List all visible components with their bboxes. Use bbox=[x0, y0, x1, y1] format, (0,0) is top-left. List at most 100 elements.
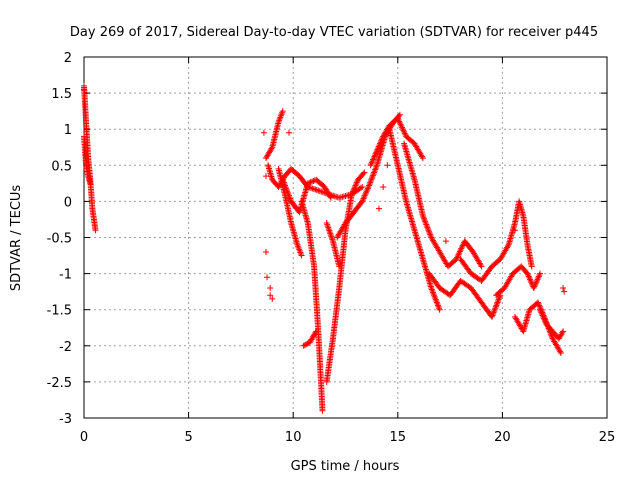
data-point bbox=[376, 142, 383, 149]
data-point bbox=[534, 276, 541, 283]
data-point bbox=[490, 309, 497, 316]
data-point bbox=[304, 180, 311, 187]
data-point bbox=[436, 306, 443, 313]
data-point bbox=[538, 309, 545, 316]
data-point bbox=[287, 196, 294, 203]
data-point bbox=[281, 181, 288, 188]
data-point bbox=[536, 272, 543, 279]
data-point bbox=[561, 288, 568, 295]
data-point bbox=[434, 300, 441, 307]
data-point bbox=[268, 145, 275, 152]
data-point bbox=[359, 198, 366, 205]
data-point bbox=[427, 233, 434, 240]
data-point bbox=[432, 296, 439, 303]
data-point bbox=[378, 137, 385, 144]
y-tick-label: -1.5 bbox=[47, 304, 72, 319]
data-point bbox=[366, 182, 373, 189]
data-point bbox=[424, 224, 431, 231]
data-point bbox=[488, 313, 495, 320]
data-point bbox=[430, 290, 437, 297]
data-point bbox=[372, 150, 379, 157]
data-point bbox=[309, 178, 316, 185]
data-point bbox=[420, 214, 427, 221]
data-point bbox=[361, 169, 368, 176]
data-point bbox=[540, 313, 547, 320]
data-point bbox=[352, 182, 359, 189]
data-point bbox=[492, 303, 499, 310]
data-point bbox=[319, 407, 326, 414]
data-point bbox=[372, 166, 379, 173]
data-point bbox=[548, 332, 555, 339]
x-axis-label: GPS time / hours bbox=[291, 459, 400, 474]
data-point bbox=[369, 157, 376, 164]
data-point bbox=[313, 187, 320, 194]
data-point bbox=[286, 129, 293, 136]
y-tick-label: -2.5 bbox=[47, 376, 72, 391]
data-point bbox=[435, 303, 442, 310]
data-point bbox=[350, 188, 357, 195]
data-point bbox=[372, 165, 379, 172]
data-point bbox=[422, 218, 429, 225]
data-point bbox=[285, 191, 292, 198]
data-point bbox=[377, 139, 384, 146]
data-point bbox=[368, 175, 375, 182]
data-point bbox=[283, 185, 290, 192]
data-point bbox=[301, 342, 308, 349]
data-point bbox=[279, 176, 286, 183]
y-tick-label: 2 bbox=[64, 51, 72, 66]
data-point bbox=[542, 318, 549, 325]
x-tick-label: 20 bbox=[494, 430, 511, 445]
data-point bbox=[367, 178, 374, 185]
y-axis: -3 -2.5 -2 -1.5 -1 -0.5 0 0.5 1 1.5 2 bbox=[47, 51, 607, 427]
data-point bbox=[436, 305, 443, 312]
data-point bbox=[384, 162, 391, 169]
data-point bbox=[284, 188, 291, 195]
data-point bbox=[375, 143, 382, 150]
data-point bbox=[426, 230, 433, 237]
data-point bbox=[87, 180, 94, 187]
data-point bbox=[324, 223, 331, 230]
y-tick-label: -2 bbox=[59, 340, 72, 355]
y-tick-label: 1 bbox=[64, 123, 72, 138]
data-point bbox=[537, 306, 544, 313]
plot-area bbox=[81, 82, 568, 414]
data-point bbox=[310, 186, 317, 193]
data-point bbox=[489, 312, 496, 319]
data-point bbox=[557, 350, 564, 357]
y-tick-label: -0.5 bbox=[47, 232, 72, 247]
data-point bbox=[527, 276, 534, 283]
data-point bbox=[373, 163, 380, 170]
x-tick-label: 25 bbox=[599, 430, 616, 445]
data-point bbox=[433, 298, 440, 305]
data-point bbox=[365, 183, 372, 190]
grid bbox=[84, 57, 607, 418]
data-point bbox=[528, 263, 535, 270]
data-point bbox=[282, 183, 289, 190]
data-point bbox=[267, 292, 274, 299]
data-point bbox=[532, 280, 539, 287]
data-point bbox=[495, 298, 502, 305]
data-point bbox=[357, 184, 364, 191]
data-point bbox=[375, 144, 382, 151]
data-point bbox=[327, 193, 334, 200]
data-point bbox=[362, 191, 369, 198]
data-point bbox=[531, 283, 538, 290]
data-point bbox=[306, 179, 313, 186]
data-point bbox=[559, 329, 566, 336]
data-point bbox=[380, 183, 387, 190]
data-point bbox=[375, 205, 382, 212]
data-point bbox=[324, 221, 331, 228]
data-point bbox=[432, 295, 439, 302]
data-point bbox=[491, 308, 498, 315]
data-point bbox=[309, 185, 316, 192]
data-point bbox=[313, 328, 320, 335]
data-point bbox=[537, 308, 544, 315]
data-point bbox=[419, 153, 426, 160]
data-point bbox=[267, 285, 274, 292]
data-point bbox=[557, 348, 564, 355]
data-point bbox=[360, 195, 367, 202]
data-point bbox=[368, 159, 375, 166]
data-point bbox=[370, 170, 377, 177]
data-point bbox=[373, 149, 380, 156]
data-point bbox=[364, 186, 371, 193]
